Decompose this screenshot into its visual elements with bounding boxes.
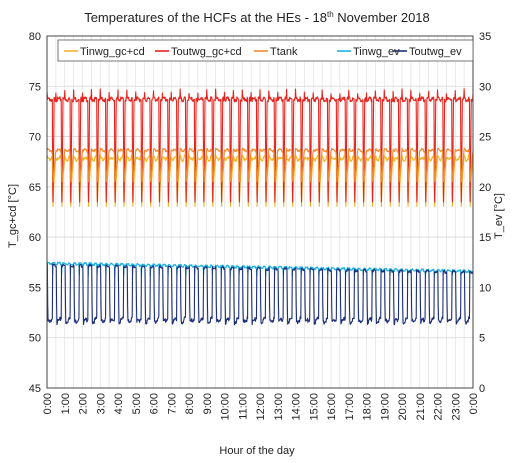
x-tick-label: 14:00 — [291, 393, 303, 421]
x-tick-label: 11:00 — [237, 393, 249, 420]
right-axis-ticks: 0 5 10 15 20 25 30 35 — [479, 31, 491, 395]
x-axis-ticks: 0:00 1:00 2:00 3:00 4:00 5:00 6:00 7:00 8:00 9:00… — [42, 393, 480, 421]
legend-entry-tinwg-ev: Tinwg_ev — [353, 46, 400, 58]
x-tick-label: 1:00 — [60, 393, 72, 414]
y-tick-label-right: 20 — [479, 182, 491, 194]
x-tick-label: 15:00 — [308, 393, 320, 421]
legend-entry-toutwg-gc-cd: Toutwg_gc+cd — [171, 46, 242, 58]
legend-entry-ttank: Ttank — [270, 46, 298, 58]
series-line-ttank — [46, 147, 474, 183]
y-tick-label-left: 65 — [29, 182, 41, 194]
legend-entry-toutwg-ev: Toutwg_ev — [409, 46, 462, 58]
x-tick-label: 16:00 — [326, 393, 338, 421]
x-tick-label: 10:00 — [220, 393, 232, 421]
x-axis-label: Hour of the day — [219, 445, 295, 457]
y-tick-label-left: 50 — [29, 333, 41, 345]
x-tick-label: 20:00 — [397, 393, 409, 421]
x-tick-label: 5:00 — [131, 393, 143, 414]
series-line-toutwg-gc-cd — [46, 88, 474, 203]
y-tick-label-left: 75 — [29, 81, 41, 93]
y-axis-label-left: T_gc+cd [°C] — [7, 184, 19, 248]
x-tick-label: 22:00 — [433, 393, 445, 421]
x-tick-label: 7:00 — [166, 393, 178, 414]
x-tick-label: 21:00 — [415, 393, 427, 421]
y-tick-label-left: 55 — [29, 282, 41, 294]
legend-entry-tinwg-gc-cd: Tinwg_gc+cd — [80, 46, 145, 58]
x-tick-label: 6:00 — [149, 393, 161, 414]
x-tick-label: 23:00 — [450, 393, 462, 421]
x-tick-label: 19:00 — [379, 393, 391, 421]
series-line-tinwg-ev — [46, 261, 474, 277]
left-axis-ticks: 45 50 55 60 65 70 75 80 — [29, 31, 41, 395]
y-tick-label-right: 15 — [479, 232, 491, 244]
x-tick-label: 0:00 — [468, 393, 480, 414]
x-tick-label: 12:00 — [255, 393, 267, 421]
x-tick-label: 17:00 — [344, 393, 356, 421]
x-tick-label: 8:00 — [184, 393, 196, 414]
y-tick-label-right: 25 — [479, 132, 491, 144]
x-tick-label: 18:00 — [362, 393, 374, 421]
x-tick-label: 4:00 — [113, 393, 125, 414]
y-tick-label-left: 70 — [29, 132, 41, 144]
y-tick-label-right: 35 — [479, 31, 491, 43]
y-tick-label-left: 80 — [29, 31, 41, 43]
series-line-toutwg-ev — [46, 263, 474, 326]
x-tick-label: 3:00 — [95, 393, 107, 414]
y-tick-label-left: 45 — [29, 383, 41, 395]
y-tick-label-right: 10 — [479, 282, 491, 294]
x-tick-label: 2:00 — [78, 393, 90, 414]
y-tick-label-right: 5 — [479, 333, 485, 345]
y-tick-label-right: 30 — [479, 81, 491, 93]
series-layer — [46, 88, 474, 326]
y-axis-label-right: T_ev [°C] — [493, 193, 505, 239]
y-tick-label-left: 60 — [29, 232, 41, 244]
y-tick-label-right: 0 — [479, 383, 485, 395]
plot-frame — [46, 35, 474, 389]
legend: Tinwg_gc+cd Toutwg_gc+cd Ttank Tinwg_ev Tout… — [57, 39, 474, 62]
x-tick-label: 13:00 — [273, 393, 285, 421]
x-tick-label: 0:00 — [42, 393, 54, 414]
chart-title: Temperatures of the HCFs at the HEs - 18… — [84, 10, 430, 25]
x-tick-label: 9:00 — [202, 393, 214, 414]
